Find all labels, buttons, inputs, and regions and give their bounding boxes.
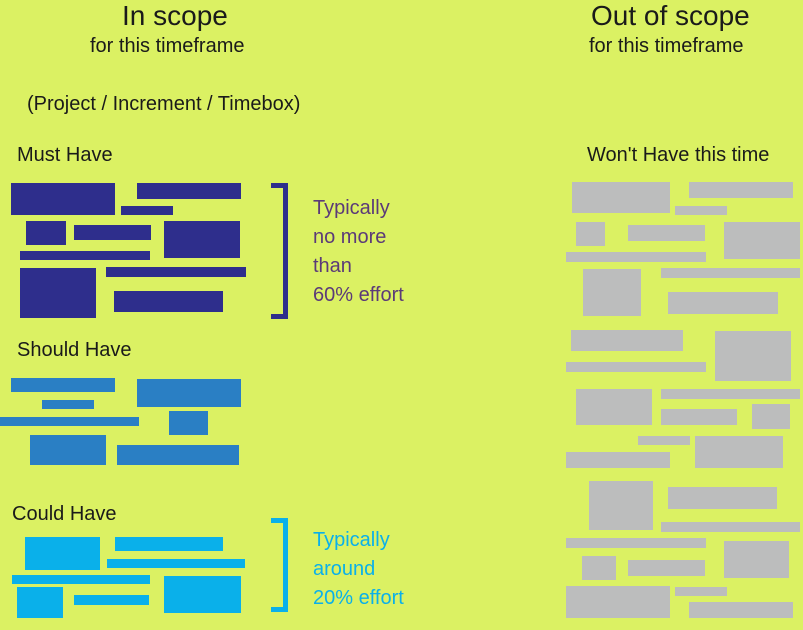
- wont-have-item: [668, 487, 777, 509]
- must-have-note-line: 60% effort: [313, 284, 404, 306]
- wont-have-item: [715, 331, 791, 381]
- wont-have-item: [566, 538, 706, 548]
- could-have-item: [25, 537, 100, 570]
- wont-have-item: [628, 560, 705, 576]
- wont-have-item: [572, 182, 670, 213]
- wont-have-item: [566, 452, 670, 468]
- must-have-item: [114, 291, 223, 312]
- in-scope-subtitle: for this timeframe: [90, 35, 245, 57]
- wont-have-item: [668, 292, 778, 314]
- could-have-item: [74, 595, 149, 605]
- wont-have-item: [724, 222, 800, 259]
- wont-have-item: [661, 522, 800, 532]
- must-have-item: [11, 183, 115, 215]
- wont-have-item: [583, 269, 641, 316]
- could-have-note-line: 20% effort: [313, 587, 404, 609]
- must-have-item: [20, 251, 150, 260]
- must-have-item: [74, 225, 151, 240]
- wont-have-item: [576, 222, 605, 246]
- scope-note: (Project / Increment / Timebox): [27, 93, 301, 115]
- must-have-note-line: Typically: [313, 197, 390, 219]
- could-have-item: [115, 537, 223, 551]
- could-have-item: [107, 559, 245, 568]
- wont-have-item: [752, 404, 790, 429]
- wont-have-item: [661, 409, 737, 425]
- could-have-note-line: Typically: [313, 529, 390, 551]
- wont-have-item: [695, 436, 783, 468]
- must-have-item: [20, 268, 96, 318]
- must-have-item: [137, 183, 241, 199]
- should-have-item: [169, 411, 208, 435]
- in-scope-title: In scope: [122, 0, 228, 31]
- wont-have-item: [628, 225, 705, 241]
- wont-have-item: [661, 268, 800, 278]
- must-have-item: [26, 221, 66, 245]
- wont-have-item: [566, 362, 706, 372]
- should-have-item: [11, 378, 115, 392]
- wont-have-item: [638, 436, 690, 445]
- could-have-item: [12, 575, 150, 584]
- could-have-item: [164, 576, 241, 613]
- should-have-item: [30, 435, 106, 465]
- wont-have-item: [582, 556, 616, 580]
- wont-have-item: [566, 252, 706, 262]
- wont-have-item: [675, 206, 727, 215]
- must-have-note-line: no more: [313, 226, 387, 248]
- could-have-item: [17, 587, 63, 618]
- wont-have-item: [689, 182, 793, 198]
- must-have-item: [164, 221, 240, 258]
- must-have-note-line: than: [313, 255, 352, 277]
- could-have-note-line: around: [313, 558, 376, 580]
- must-have-item: [121, 206, 173, 215]
- should-have-item: [42, 400, 94, 409]
- out-of-scope-title: Out of scope: [591, 0, 750, 31]
- could-have-label: Could Have: [12, 503, 117, 525]
- could-have-note: Typically around 20% effort: [313, 526, 404, 613]
- wont-have-item: [689, 602, 793, 618]
- wont-have-item: [661, 389, 800, 399]
- wont-have-item: [675, 587, 727, 596]
- wont-have-item: [724, 541, 789, 578]
- should-have-item: [137, 379, 241, 407]
- should-have-item: [0, 417, 139, 426]
- wont-have-label: Won't Have this time: [587, 144, 770, 166]
- wont-have-item: [576, 389, 652, 425]
- wont-have-item: [566, 586, 670, 618]
- out-of-scope-subtitle: for this timeframe: [589, 35, 744, 57]
- must-have-note: Typically no more than 60% effort: [313, 194, 404, 310]
- should-have-item: [117, 445, 239, 465]
- could-have-bracket: [271, 518, 288, 612]
- must-have-item: [106, 267, 246, 277]
- wont-have-item: [589, 481, 653, 530]
- must-have-bracket: [271, 183, 288, 319]
- should-have-label: Should Have: [17, 339, 132, 361]
- must-have-label: Must Have: [17, 144, 113, 166]
- wont-have-item: [571, 330, 683, 351]
